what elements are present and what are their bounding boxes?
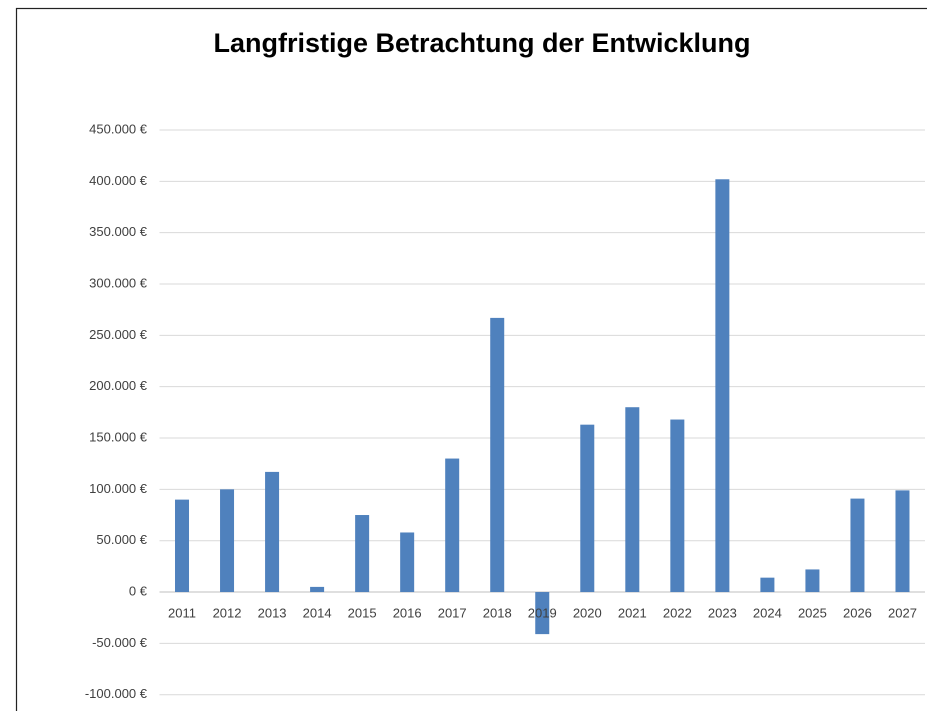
bar xyxy=(850,498,865,593)
x-tick-label: 2020 xyxy=(573,605,602,620)
x-tick-label: 2021 xyxy=(618,605,647,620)
x-tick-label: 2013 xyxy=(258,605,287,620)
x-tick-label: 2023 xyxy=(708,605,737,620)
x-tick-label: 2016 xyxy=(393,605,422,620)
x-tick-label: 2014 xyxy=(303,605,332,620)
bar xyxy=(760,577,775,593)
bar xyxy=(355,515,370,593)
x-tick-label: 2017 xyxy=(438,605,467,620)
bar xyxy=(175,499,190,593)
chart-frame xyxy=(15,7,927,711)
x-tick-label: 2027 xyxy=(888,605,917,620)
y-tick-label: 250.000 € xyxy=(89,327,148,342)
x-tick-label: 2026 xyxy=(843,605,872,620)
bar xyxy=(805,569,820,593)
y-tick-label: -100.000 € xyxy=(85,686,148,701)
x-tick-label: 2024 xyxy=(753,605,782,620)
y-tick-label: 350.000 € xyxy=(89,224,148,239)
x-tick-label: 2012 xyxy=(213,605,242,620)
x-tick-label: 2025 xyxy=(798,605,827,620)
x-tick-label: 2022 xyxy=(663,605,692,620)
y-tick-label: -50.000 € xyxy=(92,635,148,650)
x-tick-label: 2015 xyxy=(348,605,377,620)
y-tick-label: 50.000 € xyxy=(96,532,147,547)
bar xyxy=(670,419,685,593)
y-tick-label: 300.000 € xyxy=(89,275,148,290)
y-tick-label: 200.000 € xyxy=(89,378,148,393)
y-tick-label: 150.000 € xyxy=(89,429,148,444)
x-tick-label: 2018 xyxy=(483,605,512,620)
bar xyxy=(580,424,595,593)
bar xyxy=(535,592,550,635)
y-tick-label: 400.000 € xyxy=(89,173,148,188)
bar xyxy=(625,407,640,593)
bar xyxy=(220,489,235,593)
bar xyxy=(490,317,505,593)
chart-title: Langfristige Betrachtung der Entwicklung xyxy=(213,28,750,58)
bar xyxy=(265,471,280,593)
bar xyxy=(715,179,730,593)
bar xyxy=(895,490,910,593)
bar xyxy=(310,586,325,593)
y-tick-label: 100.000 € xyxy=(89,481,148,496)
bar xyxy=(400,532,415,593)
x-tick-label: 2019 xyxy=(528,605,557,620)
y-tick-label: 450.000 € xyxy=(89,121,148,136)
x-tick-label: 2011 xyxy=(168,605,196,620)
bar xyxy=(445,458,460,593)
y-tick-label: 0 € xyxy=(129,583,148,598)
